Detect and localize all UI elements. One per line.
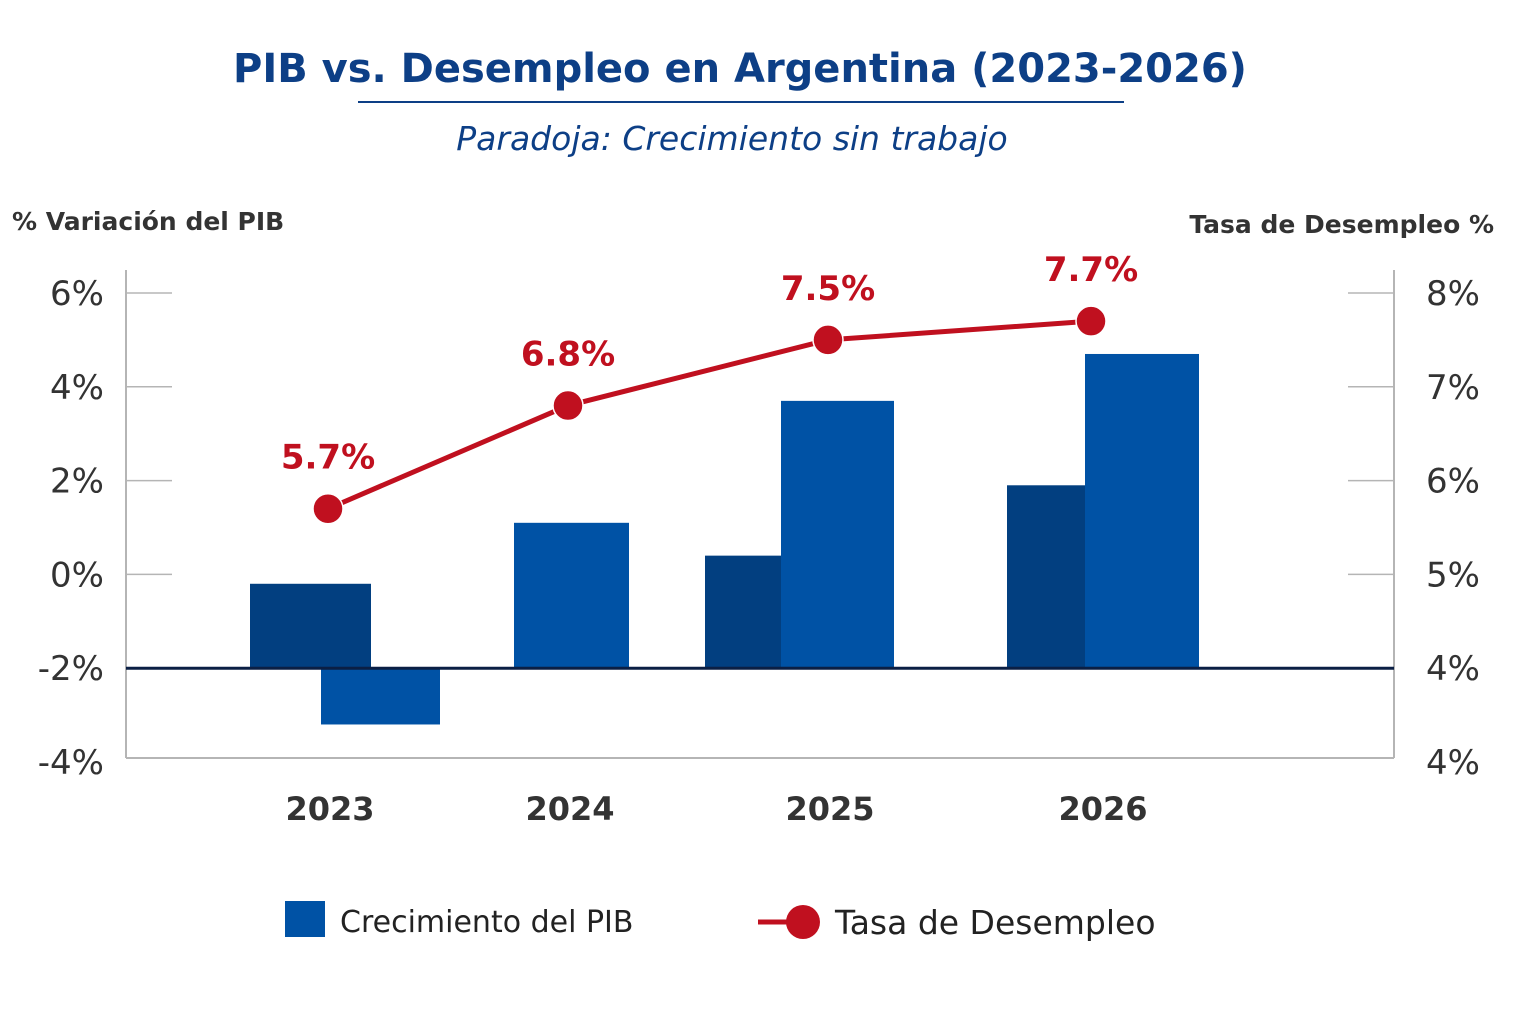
unemployment-marker-2025 [812,324,844,356]
legend: Crecimiento del PIB Tasa de Desempleo [285,901,1156,942]
unemployment-line [327,318,1092,512]
x-tick-label: 2023 [285,790,374,828]
right-tick-label: 7% [1426,368,1480,408]
bars-group [250,353,1199,725]
right-tick-label: 8% [1426,274,1480,314]
gdp-bar-2024 [514,522,629,669]
x-tick-label: 2024 [525,790,614,828]
unemployment-marker-2023 [312,492,344,525]
plot-frame [125,270,1395,759]
left-tick-label: 4% [50,368,104,408]
gdp-bar-2023 [321,668,440,725]
x-tick-label: 2026 [1058,790,1147,828]
unemployment-data-label-2026: 7.7% [1044,250,1138,290]
left-tick-label: -4% [38,743,104,783]
gdp-bar-secondary-2023 [250,583,371,669]
right-tick-label: 4% [1426,743,1480,783]
unemployment-data-label-2024: 6.8% [521,335,615,375]
x-tick-label: 2025 [785,790,874,828]
gdp-bar-2026 [1085,353,1199,669]
unemployment-series: 5.7% 6.8% 7.5% 7.7% [281,250,1138,525]
right-tick-label: 4% [1426,649,1480,689]
left-tick-label: 6% [50,274,104,314]
unemployment-marker-2024 [552,389,584,422]
left-axis: 6% 4% 2% 0% -2% -4% [38,274,172,783]
legend-gdp-swatch [285,901,325,937]
chart-title: PIB vs. Desempleo en Argentina (2023-202… [233,46,1247,92]
right-axis: 8% 7% 6% 5% 4% 4% [1348,274,1480,783]
left-tick-label: 2% [50,462,104,502]
gdp-bar-secondary-2026 [1007,485,1085,669]
x-axis: 2023 2024 2025 2026 [285,790,1147,828]
gdp-bar-secondary-2025 [705,555,781,669]
left-tick-label: 0% [50,555,104,595]
chart-subtitle: Paradoja: Crecimiento sin trabajo [456,119,1007,158]
legend-unemployment-marker [786,905,820,939]
unemployment-data-label-2023: 5.7% [281,438,375,478]
right-tick-label: 5% [1426,555,1480,595]
right-tick-label: 6% [1426,462,1480,502]
legend-gdp-label: Crecimiento del PIB [340,905,633,940]
unemployment-data-label-2025: 7.5% [781,269,875,309]
right-axis-title: Tasa de Desempleo % [1189,210,1494,239]
gdp-bar-2025 [781,400,894,669]
left-axis-title: % Variación del PIB [12,207,284,236]
left-tick-label: -2% [38,649,104,689]
legend-unemployment-label: Tasa de Desempleo [834,903,1156,942]
unemployment-marker-2026 [1075,305,1107,337]
